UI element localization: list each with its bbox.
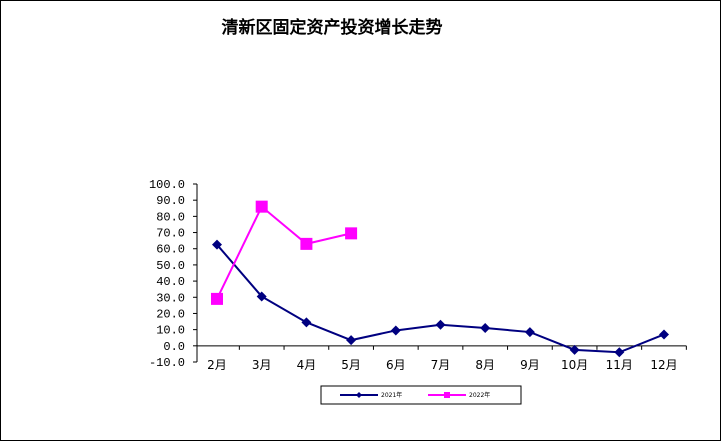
x-tick-label: 12月: [650, 358, 677, 372]
y-tick-label: 100.0: [149, 178, 185, 192]
series-group: [211, 200, 358, 305]
legend-label: 2021年: [381, 391, 402, 399]
series-line: [216, 205, 352, 300]
x-tick-label: 3月: [252, 358, 272, 372]
x-tick-label: 11月: [606, 358, 633, 372]
x-tick-label: 4月: [297, 358, 317, 372]
y-axis-ticks: 100.0 90.0 80.0 70.0 60.0 50.0 40.0 30.0 20.0 10.…: [149, 178, 197, 370]
legend: 2021年 2022年: [320, 385, 522, 405]
x-tick-label: 7月: [431, 358, 451, 372]
x-tick-label: 5月: [341, 358, 361, 372]
chart-title: 清新区固定资产投资增长走势: [222, 17, 443, 38]
y-tick-label: -10.0: [149, 356, 185, 370]
data-point: [212, 239, 222, 250]
x-tick-label: 6月: [386, 358, 406, 372]
series-line: [216, 244, 665, 354]
chart-axes: [196, 184, 687, 362]
data-point: [346, 335, 357, 346]
data-point: [524, 327, 535, 338]
y-tick-label: 20.0: [156, 307, 185, 321]
data-point: [300, 237, 313, 250]
series-group: [212, 239, 669, 358]
legend-label: 2022年: [469, 391, 490, 399]
x-tick-label: 8月: [475, 358, 495, 372]
data-point: [345, 227, 358, 240]
y-tick-label: 10.0: [156, 324, 185, 338]
y-tick-label: 80.0: [156, 210, 185, 224]
y-tick-label: 40.0: [156, 275, 185, 289]
series-layer: [211, 200, 669, 358]
x-tick-label: 9月: [520, 358, 540, 372]
x-axis-ticks: 2月 3月 4月 5月 6月 7月 8月 9月 10月 11月 12月: [196, 345, 687, 372]
legend-box: [320, 385, 522, 405]
data-point: [390, 325, 401, 336]
y-tick-label: 30.0: [156, 291, 185, 305]
data-point: [444, 392, 450, 398]
data-point: [301, 317, 312, 328]
data-point: [480, 323, 491, 334]
x-tick-label: 10月: [561, 358, 588, 372]
data-point: [356, 392, 362, 398]
data-point: [614, 347, 625, 358]
data-point: [255, 200, 268, 213]
y-tick-label: 0.0: [163, 340, 185, 354]
x-tick-label: 2月: [207, 358, 227, 372]
y-tick-label: 60.0: [156, 243, 185, 257]
data-point: [435, 319, 446, 330]
data-point: [211, 292, 223, 305]
data-point: [659, 329, 669, 340]
data-point: [256, 291, 267, 302]
y-tick-label: 90.0: [156, 194, 185, 208]
data-point: [569, 344, 580, 355]
y-tick-label: 50.0: [156, 259, 185, 273]
y-tick-label: 70.0: [156, 227, 185, 241]
